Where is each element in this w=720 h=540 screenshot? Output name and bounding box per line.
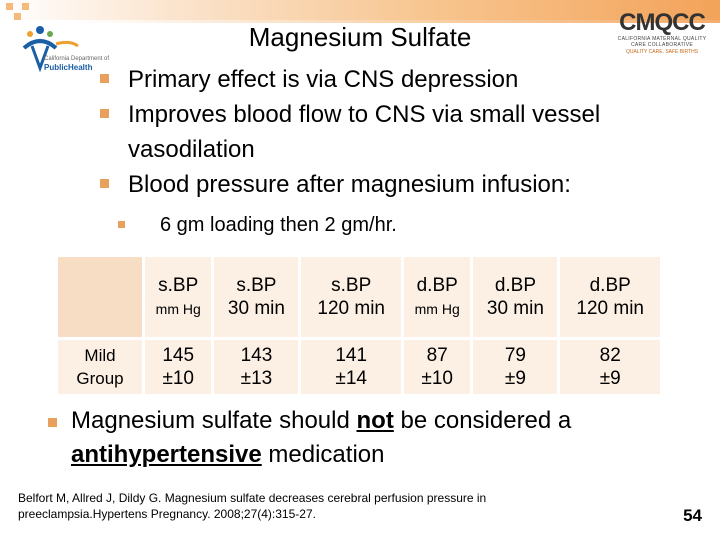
bullet-item: Blood pressure after magnesium infusion:	[100, 167, 700, 202]
table-header-cell: s.BP mm Hg	[145, 257, 212, 337]
table-header-cell: s.BP 30 min	[214, 257, 299, 337]
bullet-square-icon	[100, 74, 109, 83]
table-header-cell: d.BP mm Hg	[403, 257, 471, 337]
table-cell: 79 ±9	[473, 340, 558, 394]
table-corner-cell	[58, 257, 142, 337]
table-cell: 82 ±9	[560, 340, 660, 394]
public-health-logo-icon	[22, 26, 79, 73]
sub-bullet-square-icon	[118, 221, 125, 228]
slide-title: Magnesium Sulfate	[248, 22, 472, 52]
bullet-square-icon	[100, 109, 109, 118]
bullet-text: Primary effect is via CNS depression	[128, 66, 519, 93]
page-number: 54	[683, 506, 702, 525]
top-decorative-bar	[0, 0, 720, 20]
emphasis-not: not	[356, 407, 394, 434]
decorative-square	[22, 3, 29, 10]
table-cell: 145 ±10	[145, 340, 212, 394]
bullet-square-icon	[100, 179, 109, 188]
public-health-name: PublicHealth	[44, 63, 93, 72]
sub-bullet-item: 6 gm loading then 2 gm/hr.	[100, 208, 700, 242]
sub-bullet-text: 6 gm loading then 2 gm/hr.	[160, 214, 397, 236]
table-cell: 87 ±10	[403, 340, 471, 394]
final-bullet: Magnesium sulfate should not be consider…	[48, 404, 688, 472]
public-health-caption: California Department of	[44, 56, 110, 62]
table-header-cell: d.BP 120 min	[560, 257, 660, 337]
table-row: Mild Group 145 ±10 143 ±13 141 ±14 87 ±10 79 ±…	[58, 340, 660, 394]
blood-pressure-table: s.BP mm Hg s.BP 30 min s.BP 120 min d.BP mm …	[55, 254, 663, 397]
final-bullet-text: Magnesium sulfate should not be consider…	[71, 407, 572, 468]
bullet-item: Improves blood flow to CNS via small ves…	[100, 97, 700, 167]
bullet-square-icon	[48, 418, 57, 427]
cmqcc-logo-tagline: QUALITY CARE. SAFE BIRTHS	[625, 49, 699, 55]
cmqcc-logo: CMQCC CALIFORNIA MATERNAL QUALITY CARE C…	[616, 9, 708, 56]
bullet-text: Improves blood flow to CNS via small ves…	[128, 101, 601, 163]
cmqcc-logo-name: CMQCC	[619, 9, 706, 36]
table-cell: 141 ±14	[301, 340, 401, 394]
bullet-text: Blood pressure after magnesium infusion:	[128, 171, 571, 198]
decorative-square	[14, 13, 21, 20]
cmqcc-logo-subtitle: CALIFORNIA MATERNAL QUALITY CARE COLLABO…	[617, 36, 707, 48]
top-decorative-line	[0, 20, 720, 23]
table-header-cell: d.BP 30 min	[473, 257, 558, 337]
bullet-list: Primary effect is via CNS depression Imp…	[100, 62, 700, 242]
table-row-label: Mild Group	[58, 340, 142, 394]
table-header-row: s.BP mm Hg s.BP 30 min s.BP 120 min d.BP mm …	[58, 257, 660, 337]
decorative-square	[6, 3, 13, 10]
table-cell: 143 ±13	[214, 340, 299, 394]
emphasis-antihypertensive: antihypertensive	[71, 441, 262, 468]
bullet-item: Primary effect is via CNS depression	[100, 62, 700, 97]
reference-citation: Belfort M, Allred J, Dildy G. Magnesium …	[18, 491, 487, 521]
table-header-cell: s.BP 120 min	[301, 257, 401, 337]
